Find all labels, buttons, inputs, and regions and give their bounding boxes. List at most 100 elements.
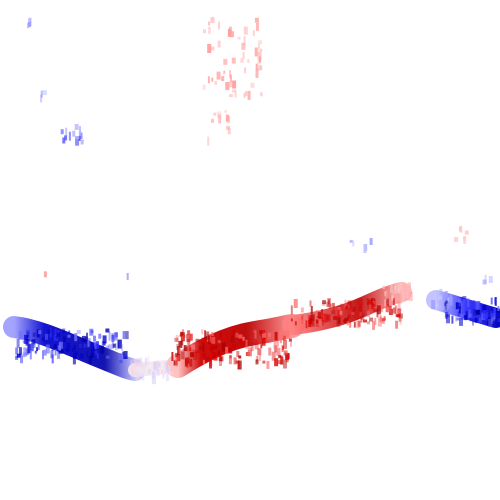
- red-halo: [396, 294, 400, 301]
- red-band-texture: [268, 347, 272, 356]
- red-band-texture: [399, 315, 402, 325]
- blue-band-texture: [60, 349, 64, 354]
- blue-band-texture: [73, 345, 76, 349]
- blue-band-texture: [23, 347, 28, 357]
- red-speckle-top: [255, 68, 259, 78]
- red-speckle-top: [218, 114, 222, 124]
- blue-band-texture: [27, 344, 31, 354]
- neutral-halo: [164, 361, 168, 366]
- red-speckle-top: [227, 128, 231, 135]
- blue-band-texture: [81, 335, 86, 342]
- red-band-texture: [240, 338, 244, 348]
- blue-band-texture: [58, 348, 61, 352]
- red-speckle-top: [226, 125, 231, 130]
- red-band-texture: [182, 329, 185, 336]
- red-speckle-left: [43, 271, 47, 278]
- red-speckle-top: [243, 36, 246, 46]
- red-band-texture: [205, 331, 210, 340]
- red-band-texture: [212, 352, 217, 358]
- red-band-texture: [208, 335, 210, 344]
- neutral-halo: [161, 369, 163, 373]
- red-band-texture: [290, 305, 293, 315]
- red-band-texture: [385, 303, 388, 312]
- red-band-texture: [283, 339, 287, 349]
- red-band-texture: [283, 359, 287, 369]
- red-band-texture: [280, 355, 284, 365]
- red-band-texture: [190, 344, 195, 350]
- red-band-texture: [278, 355, 282, 359]
- red-band-texture: [337, 316, 341, 324]
- blue-speckle-left: [79, 126, 81, 134]
- red-band-texture: [228, 355, 232, 365]
- blue-band-texture: [57, 331, 61, 337]
- red-speckle-top: [231, 89, 236, 93]
- blue-halo: [431, 300, 436, 309]
- red-speckle-top: [207, 76, 210, 84]
- red-halo: [398, 294, 402, 304]
- blue-band-texture: [96, 341, 99, 349]
- red-band-texture: [274, 358, 279, 367]
- red-halo: [382, 285, 385, 290]
- red-speckle-top: [255, 51, 258, 56]
- red-band-texture: [180, 332, 185, 342]
- red-band-texture: [345, 305, 348, 310]
- blue-speckle-topleft: [40, 94, 43, 103]
- red-band-texture: [228, 347, 233, 354]
- blue-band-texture: [113, 333, 116, 338]
- red-speckle-right: [460, 225, 463, 233]
- red-band-texture: [260, 344, 263, 349]
- red-band-texture: [231, 331, 234, 338]
- red-band-texture: [388, 305, 392, 310]
- red-band-texture: [352, 306, 356, 311]
- red-band-texture: [221, 342, 226, 352]
- blue-band-texture: [67, 334, 71, 338]
- red-band-texture: [328, 299, 330, 305]
- blue-band-texture: [105, 328, 110, 333]
- red-band-texture: [371, 298, 375, 301]
- blue-band-texture: [444, 311, 448, 319]
- red-band-texture: [344, 318, 349, 324]
- neutral-halo: [154, 368, 159, 372]
- blue-band-texture: [57, 349, 61, 359]
- red-band-texture: [201, 329, 204, 335]
- red-band-texture: [300, 307, 304, 313]
- blue-band-texture: [108, 331, 111, 341]
- blue-band-texture: [469, 315, 472, 322]
- blue-band-texture: [92, 346, 95, 355]
- red-band-texture: [333, 315, 338, 320]
- red-halo: [402, 283, 407, 292]
- red-band-texture: [356, 320, 361, 329]
- red-speckle-right: [454, 237, 459, 242]
- red-band-texture: [195, 350, 200, 354]
- red-band-texture: [357, 320, 361, 327]
- blue-band-texture: [86, 351, 89, 359]
- red-band-texture: [388, 309, 393, 315]
- red-band-texture: [276, 347, 281, 356]
- red-band-texture: [171, 352, 174, 361]
- blue-band-texture: [482, 304, 487, 314]
- blue-band-texture: [43, 349, 47, 356]
- blue-band-texture: [16, 338, 20, 348]
- blue-band-texture: [15, 355, 19, 360]
- red-speckle-top: [227, 28, 231, 37]
- red-band-texture: [374, 298, 377, 305]
- red-band-texture: [232, 343, 237, 348]
- blue-band-texture: [32, 332, 36, 337]
- blue-band-texture: [22, 340, 27, 344]
- red-band-texture: [317, 312, 321, 319]
- red-band-texture: [238, 355, 242, 359]
- blue-band-texture: [15, 347, 19, 355]
- blue-band-texture: [118, 353, 123, 361]
- red-speckle-right: [463, 235, 467, 244]
- red-band-texture: [219, 331, 222, 339]
- red-band-texture: [337, 309, 340, 318]
- red-band-texture: [274, 331, 278, 341]
- blue-speckle-left: [64, 135, 68, 141]
- red-band-texture: [257, 348, 262, 356]
- red-band-texture: [328, 303, 332, 309]
- red-band-texture: [255, 359, 259, 365]
- red-speckle-top: [228, 94, 233, 98]
- red-speckle-top: [258, 65, 263, 71]
- blue-band-texture: [472, 318, 474, 326]
- red-band-texture: [347, 316, 350, 320]
